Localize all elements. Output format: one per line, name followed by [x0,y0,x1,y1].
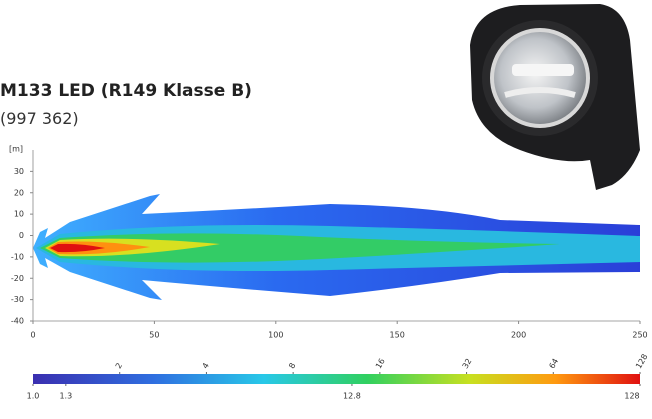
colorbar-tick-label: 8 [287,361,297,370]
y-tick-label: -10 [11,252,24,261]
colorbar-value-label: 12.8 [343,392,361,401]
colorbar-value-label: 1.0 [27,392,40,401]
x-tick-label: 200 [511,331,526,340]
y-unit: [m] [9,145,23,154]
title: M133 LED (R149 Klasse B) [0,81,252,101]
colorbar-tick-label: 2 [114,361,124,370]
y-tick-label: 10 [14,210,24,219]
y-tick-label: -30 [11,295,24,304]
colorbar [33,374,640,384]
x-tick-label: 0 [30,331,35,340]
y-tick-label: -20 [11,274,24,283]
isolux-plot [33,194,640,300]
x-tick-label: 50 [149,331,159,340]
x-tick-label: 150 [390,331,405,340]
colorbar-tick-label: 4 [201,361,211,370]
y-tick-label: 30 [14,167,24,176]
y-tick-label: 20 [14,188,24,197]
colorbar-value-label: 1.3 [59,392,72,401]
colorbar-tick-label: 64 [547,357,560,370]
x-tick-label: 100 [268,331,283,340]
colorbar-tick-label: 16 [374,357,387,370]
y-tick-label: 0 [19,231,24,240]
product-image [470,4,640,190]
colorbar-tick-label: 128 [634,353,649,371]
y-tick-label: -40 [11,317,24,326]
x-tick-label: 250 [632,331,647,340]
subtitle: (997 362) [0,109,79,128]
colorbar-tick-label: 32 [461,357,474,370]
colorbar-value-label: 128 [624,392,639,401]
